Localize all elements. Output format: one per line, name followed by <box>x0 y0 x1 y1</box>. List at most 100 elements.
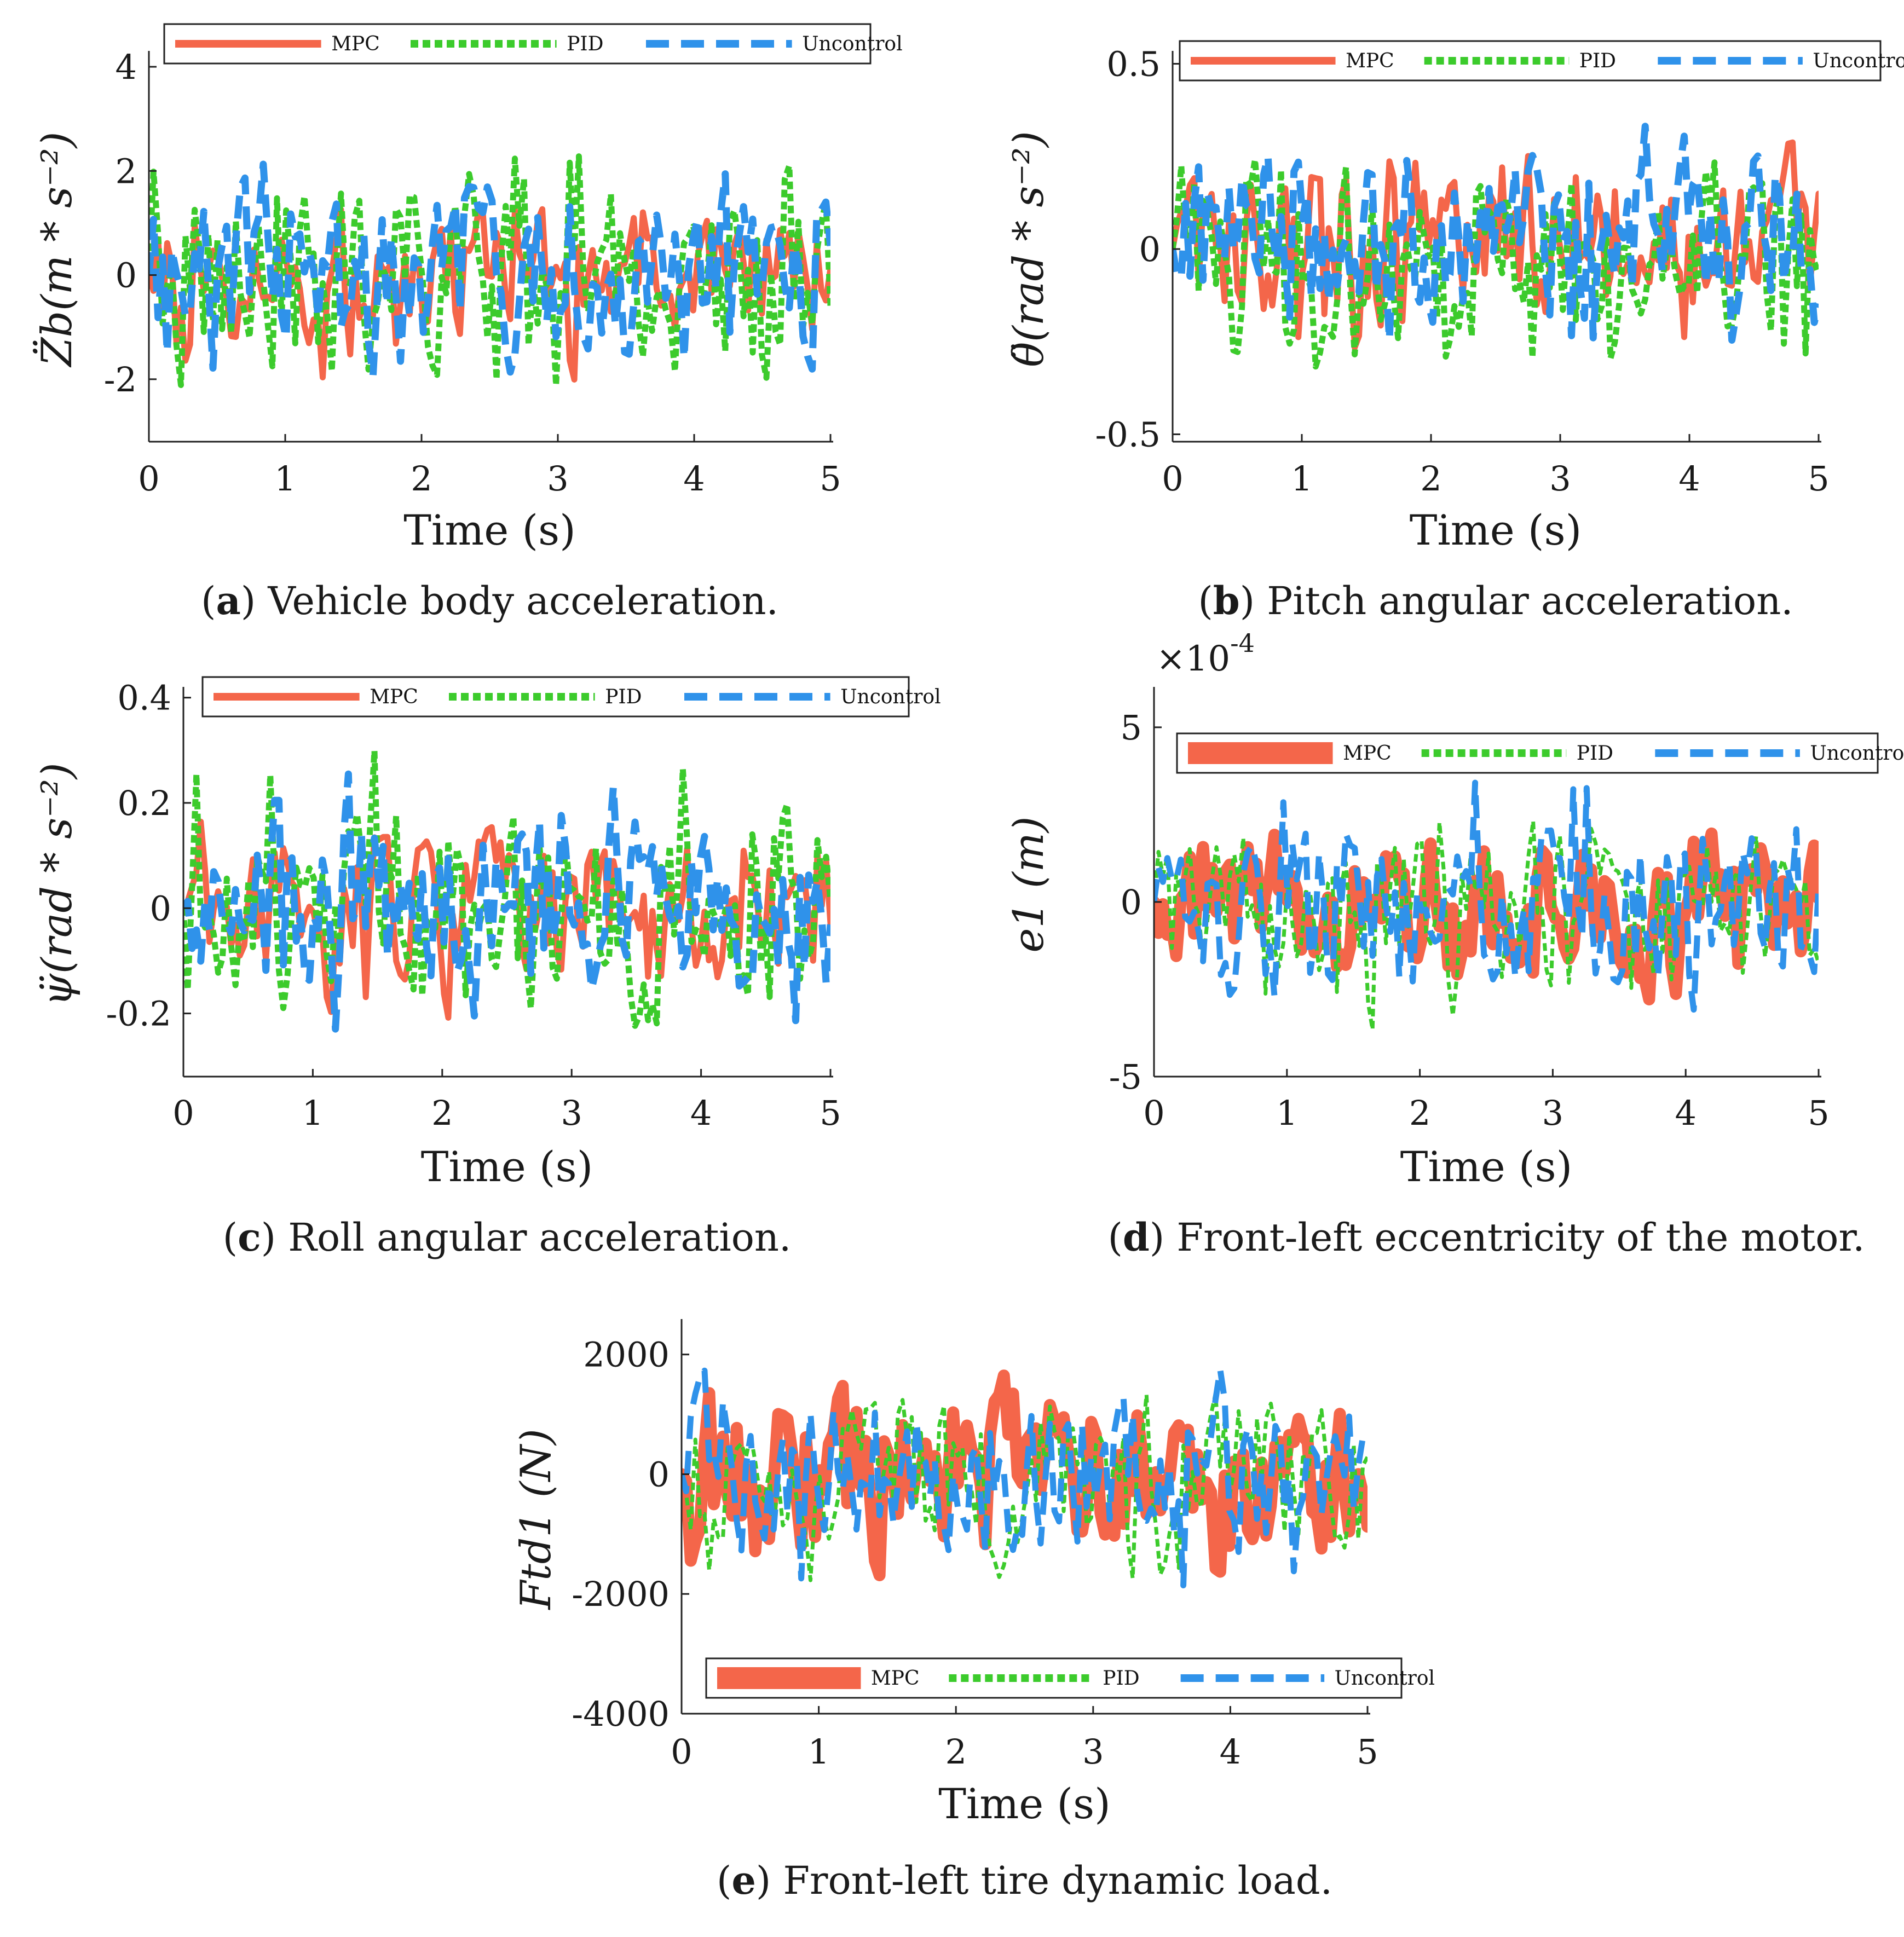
x-tick-label-d-0: 0 <box>1143 1093 1164 1133</box>
x-tick-label-b-5: 5 <box>1808 459 1829 499</box>
caption-paren-open: ( <box>717 1858 731 1903</box>
caption-letter: d <box>1123 1215 1150 1260</box>
y-tick-label-d-2: 5 <box>1121 708 1142 748</box>
x-tick-label-a-4: 4 <box>683 459 705 499</box>
x-tick-label-e-3: 3 <box>1082 1732 1104 1772</box>
x-axis-label-d: Time (s) <box>1400 1142 1573 1191</box>
y-tick-label-e-1: -2000 <box>572 1574 670 1614</box>
legend-label-pid-d: PID <box>1577 742 1613 765</box>
x-tick-label-a-2: 2 <box>411 459 432 499</box>
x-tick-label-c-3: 3 <box>561 1093 582 1133</box>
legend-e: MPC PID Uncontrol <box>705 1657 1435 1699</box>
caption-d: (d) Front-left eccentricity of the motor… <box>1108 1215 1865 1260</box>
y-axis-label-b: θ̈(rad * s⁻²) <box>1004 131 1053 367</box>
legend-b: MPC PID Uncontrol <box>1179 40 1904 82</box>
caption-text: ) Pitch angular acceleration. <box>1240 579 1793 623</box>
series-line-uncontrol-a <box>149 160 830 379</box>
caption-a: (a) Vehicle body acceleration. <box>201 578 778 623</box>
caption-paren-open: ( <box>1108 1215 1123 1260</box>
caption-letter: b <box>1213 578 1240 623</box>
caption-letter: e <box>731 1858 756 1903</box>
y-tick-label-a-0: -2 <box>104 360 137 400</box>
y-tick-label-c-1: 0 <box>150 888 171 928</box>
legend-label-uncontrol-a: Uncontrol <box>802 33 902 55</box>
caption-paren-open: ( <box>201 579 216 623</box>
axis-multiplier-exponent: -4 <box>1230 628 1255 658</box>
x-tick-label-e-4: 4 <box>1220 1732 1241 1772</box>
legend-label-pid-c: PID <box>605 686 642 708</box>
x-tick-label-b-3: 3 <box>1549 459 1571 499</box>
x-tick-label-d-4: 4 <box>1675 1093 1696 1133</box>
caption-e: (e) Front-left tire dynamic load. <box>717 1858 1332 1903</box>
x-tick-label-b-1: 1 <box>1291 459 1312 499</box>
y-tick-label-a-2: 2 <box>116 151 137 191</box>
legend-label-uncontrol-e: Uncontrol <box>1335 1667 1435 1690</box>
axis-multiplier-d: ×10-4 <box>1156 628 1255 679</box>
y-tick-label-a-3: 4 <box>116 47 137 87</box>
x-axis-label-c: Time (s) <box>421 1142 593 1191</box>
x-tick-label-e-5: 5 <box>1357 1732 1378 1772</box>
legend-label-mpc-b: MPC <box>1346 50 1394 72</box>
y-tick-label-c-2: 0.2 <box>117 783 171 823</box>
caption-text: ) Front-left eccentricity of the motor. <box>1150 1215 1865 1260</box>
x-tick-label-a-3: 3 <box>547 459 568 499</box>
y-axis-label-d: e1 (m) <box>1004 817 1053 953</box>
x-axis-label-e: Time (s) <box>938 1779 1111 1828</box>
chart-a: 0 1 2 3 4 5 -2 0 2 4 Time (s) Z̈b(m * s⁻²) MPC PID Unc… <box>32 23 903 623</box>
chart-c: 0 1 2 3 4 5 -0.2 0 0.2 0.4 Time (s) ψ̈(rad * s⁻²) MP… <box>32 676 941 1260</box>
legend-label-pid-e: PID <box>1103 1667 1139 1690</box>
y-tick-label-b-0: -0.5 <box>1095 414 1161 454</box>
y-tick-label-b-2: 0.5 <box>1106 44 1161 84</box>
legend-label-uncontrol-d: Uncontrol <box>1810 742 1904 765</box>
caption-text: ) Front-left tire dynamic load. <box>756 1858 1332 1903</box>
chart-e: 0 1 2 3 4 5 -4000 -2000 0 2000 Time (s) Ftd1 (N) MPC… <box>511 1319 1435 1903</box>
y-axis-label-e: Ftd1 (N) <box>511 1429 560 1610</box>
x-axis-label-b: Time (s) <box>1410 506 1582 554</box>
y-tick-label-d-0: -5 <box>1109 1057 1142 1097</box>
x-tick-label-d-3: 3 <box>1542 1093 1563 1133</box>
y-axis-label-c: ψ̈(rad * s⁻²) <box>32 762 81 1006</box>
x-tick-label-e-2: 2 <box>945 1732 966 1772</box>
x-tick-label-d-2: 2 <box>1409 1093 1430 1133</box>
y-axis-label-a: Z̈b(m * s⁻²) <box>32 132 81 368</box>
caption-letter: a <box>216 578 240 623</box>
series-line-uncontrol-e <box>682 1366 1368 1588</box>
y-tick-label-e-2: 0 <box>648 1454 670 1494</box>
x-tick-label-c-1: 1 <box>302 1093 324 1133</box>
x-tick-label-e-0: 0 <box>671 1732 692 1772</box>
x-tick-label-a-5: 5 <box>820 459 841 499</box>
caption-b: (b) Pitch angular acceleration. <box>1198 578 1793 623</box>
legend-label-mpc-d: MPC <box>1343 742 1392 765</box>
series-line-mpc-e <box>682 1369 1368 1581</box>
x-tick-label-d-5: 5 <box>1808 1093 1829 1133</box>
legend-label-uncontrol-c: Uncontrol <box>840 686 941 708</box>
series-line-uncontrol-d <box>1154 779 1819 1013</box>
caption-paren-open: ( <box>223 1215 238 1260</box>
legend-label-pid-a: PID <box>567 33 603 55</box>
x-tick-label-a-1: 1 <box>274 459 296 499</box>
caption-paren-open: ( <box>1198 579 1213 623</box>
x-tick-label-e-1: 1 <box>808 1732 829 1772</box>
legend-c: MPC PID Uncontrol <box>201 676 941 718</box>
legend-label-mpc-c: MPC <box>370 686 418 708</box>
x-tick-label-b-2: 2 <box>1420 459 1441 499</box>
y-tick-label-d-1: 0 <box>1121 882 1142 922</box>
caption-letter: c <box>238 1215 261 1260</box>
x-tick-label-c-0: 0 <box>172 1093 194 1133</box>
x-tick-label-b-0: 0 <box>1162 459 1183 499</box>
y-tick-label-b-1: 0 <box>1139 229 1161 269</box>
x-tick-label-c-2: 2 <box>431 1093 453 1133</box>
y-tick-label-a-1: 0 <box>116 256 137 296</box>
axis-multiplier-base: ×10 <box>1156 639 1230 679</box>
x-tick-label-c-5: 5 <box>820 1093 841 1133</box>
x-tick-label-d-1: 1 <box>1276 1093 1297 1133</box>
y-tick-label-e-0: -4000 <box>572 1694 670 1734</box>
x-axis-label-a: Time (s) <box>403 506 576 554</box>
caption-text: ) Roll angular acceleration. <box>261 1215 792 1260</box>
legend-label-mpc-e: MPC <box>871 1667 920 1690</box>
x-tick-label-c-4: 4 <box>690 1093 712 1133</box>
legend-label-mpc-a: MPC <box>331 33 380 55</box>
